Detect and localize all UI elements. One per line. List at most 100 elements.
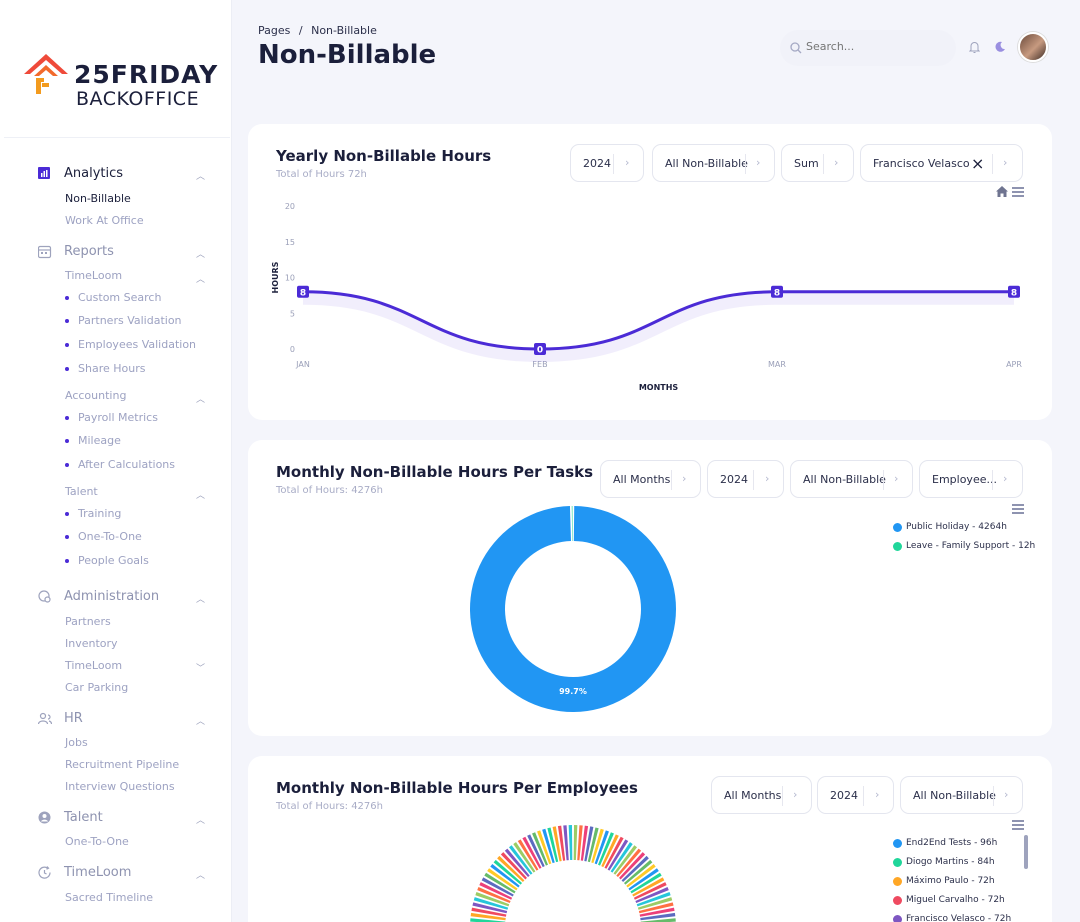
year-filter[interactable]: 2024 › bbox=[817, 776, 894, 814]
breadcrumb-root[interactable]: Pages bbox=[258, 24, 291, 37]
menu-icon[interactable] bbox=[1012, 504, 1024, 514]
search-box[interactable] bbox=[780, 30, 956, 66]
pie-slice bbox=[479, 882, 513, 900]
pie-slice bbox=[607, 839, 629, 871]
person-circle-icon bbox=[38, 811, 51, 824]
x-tick-label: FEB bbox=[532, 360, 547, 369]
year-filter[interactable]: 2024 › bbox=[707, 460, 784, 498]
menu-icon[interactable] bbox=[1012, 820, 1024, 830]
nav-employees-validation-label: Employees Validation bbox=[78, 338, 197, 351]
data-label: 0 bbox=[537, 346, 543, 356]
avatar[interactable] bbox=[1018, 32, 1048, 62]
pie-slice bbox=[633, 882, 667, 900]
brand-logo-icon bbox=[24, 54, 68, 94]
nav-partners-validation[interactable]: Partners Validation bbox=[65, 314, 182, 327]
brand-logo[interactable]: 25FRIDAY BACKOFFICE bbox=[4, 0, 230, 138]
type-filter-value: All Non-Billable bbox=[913, 789, 996, 802]
nav-reports-timeloom[interactable]: TimeLoom bbox=[65, 269, 123, 282]
pie-slice bbox=[616, 848, 642, 878]
pie-slice bbox=[552, 826, 562, 862]
nav-sacred-timeline[interactable]: Sacred Timeline bbox=[65, 891, 154, 904]
employee-filter[interactable]: Francisco Velasco × › bbox=[860, 144, 1023, 182]
month-filter[interactable]: All Months › bbox=[711, 776, 812, 814]
nav-partners[interactable]: Partners bbox=[65, 615, 111, 628]
nav-recruitment-pipeline[interactable]: Recruitment Pipeline bbox=[65, 758, 180, 771]
bell-icon[interactable] bbox=[969, 41, 980, 53]
nav-mileage-label: Mileage bbox=[78, 434, 121, 447]
employees-donut-chart bbox=[470, 825, 676, 922]
type-filter[interactable]: All Non-Billable › bbox=[652, 144, 775, 182]
clock-refresh-icon bbox=[38, 866, 51, 879]
pie-slice bbox=[580, 825, 589, 861]
nav-after-calculations[interactable]: After Calculations bbox=[65, 458, 175, 471]
nav-work-at-office[interactable]: Work At Office bbox=[65, 214, 144, 227]
nav-timeloom-label: TimeLoom bbox=[64, 865, 132, 880]
users-icon bbox=[38, 712, 52, 725]
chevron-up-icon[interactable]: ︿ bbox=[196, 816, 206, 826]
nav-non-billable[interactable]: Non-Billable bbox=[65, 192, 131, 205]
type-filter-value: All Non-Billable bbox=[665, 157, 748, 170]
bullet-icon bbox=[65, 535, 69, 539]
pie-slice bbox=[490, 863, 520, 888]
nav-reports-accounting[interactable]: Accounting bbox=[65, 389, 127, 402]
employee-filter[interactable]: Employee... › bbox=[919, 460, 1023, 498]
divider bbox=[782, 786, 783, 806]
nav-training[interactable]: Training bbox=[65, 507, 121, 520]
type-filter[interactable]: All Non-Billable › bbox=[790, 460, 913, 498]
chevron-up-icon[interactable]: ︿ bbox=[196, 595, 206, 605]
divider bbox=[745, 154, 746, 174]
data-label-box bbox=[297, 285, 309, 298]
menu-icon[interactable] bbox=[1012, 187, 1024, 197]
yearly-hours-card: Yearly Non-Billable Hours Total of Hours… bbox=[248, 124, 1052, 420]
home-icon[interactable] bbox=[996, 186, 1008, 197]
nav-talent-one-to-one[interactable]: One-To-One bbox=[65, 835, 129, 848]
moon-icon[interactable] bbox=[994, 41, 1006, 53]
employee-filter-value: Employee... bbox=[932, 473, 997, 486]
year-filter[interactable]: 2024 › bbox=[570, 144, 644, 182]
pie-slice bbox=[473, 897, 509, 910]
type-filter[interactable]: All Non-Billable › bbox=[900, 776, 1023, 814]
calendar-icon bbox=[38, 245, 52, 259]
line-chart: 0 5 10 15 20 JAN FEB MAR APR HOURS MONTHS 8 0 8 8 bbox=[271, 202, 1022, 392]
chevron-up-icon[interactable]: ︿ bbox=[196, 717, 206, 727]
nav-one-to-one[interactable]: One-To-One bbox=[65, 530, 142, 543]
chevron-down-icon[interactable]: ﹀ bbox=[196, 664, 206, 674]
nav-share-hours[interactable]: Share Hours bbox=[65, 362, 145, 375]
card-title: Monthly Non-Billable Hours Per Tasks bbox=[276, 463, 594, 481]
nav-reports-talent[interactable]: Talent bbox=[65, 485, 98, 498]
search-input[interactable] bbox=[806, 40, 946, 53]
pie-slice bbox=[598, 832, 614, 866]
nav-employees-validation[interactable]: Employees Validation bbox=[65, 338, 197, 351]
divider bbox=[883, 470, 884, 490]
chevron-up-icon[interactable]: ︿ bbox=[196, 871, 206, 881]
nav-inventory[interactable]: Inventory bbox=[65, 637, 118, 650]
nav-mileage[interactable]: Mileage bbox=[65, 434, 121, 447]
aggregate-filter[interactable]: Sum › bbox=[781, 144, 854, 182]
nav-people-goals[interactable]: People Goals bbox=[65, 554, 149, 567]
pie-slice bbox=[470, 506, 676, 712]
nav-jobs[interactable]: Jobs bbox=[65, 736, 88, 749]
chevron-up-icon[interactable]: ︿ bbox=[196, 395, 206, 405]
chevron-up-icon[interactable]: ︿ bbox=[196, 491, 206, 501]
legend-label: Leave - Family Support - 12h bbox=[906, 541, 1036, 551]
legend-scrollbar[interactable] bbox=[1024, 835, 1028, 869]
chevron-right-icon: › bbox=[682, 472, 687, 485]
chevron-right-icon: › bbox=[1004, 788, 1009, 801]
nav-payroll-metrics[interactable]: Payroll Metrics bbox=[65, 411, 158, 424]
sidebar: 25FRIDAY BACKOFFICE Analytics ︿ Non-Bill… bbox=[0, 0, 232, 922]
pie-slice bbox=[573, 825, 578, 861]
nav-car-parking[interactable]: Car Parking bbox=[65, 681, 129, 694]
month-filter[interactable]: All Months › bbox=[600, 460, 701, 498]
nav-interview-questions[interactable]: Interview Questions bbox=[65, 780, 175, 793]
y-tick-label: 15 bbox=[285, 238, 295, 247]
nav-admin-timeloom[interactable]: TimeLoom bbox=[65, 659, 123, 672]
clear-icon[interactable]: × bbox=[971, 154, 985, 173]
legend-swatch bbox=[893, 877, 902, 886]
chevron-up-icon[interactable]: ︿ bbox=[196, 250, 206, 260]
chevron-up-icon[interactable]: ︿ bbox=[196, 172, 206, 182]
nav-custom-search[interactable]: Custom Search bbox=[65, 291, 161, 304]
bullet-icon bbox=[65, 367, 69, 371]
chevron-right-icon: › bbox=[625, 156, 630, 169]
chevron-up-icon[interactable]: ︿ bbox=[196, 275, 206, 285]
pie-slice bbox=[470, 918, 506, 922]
